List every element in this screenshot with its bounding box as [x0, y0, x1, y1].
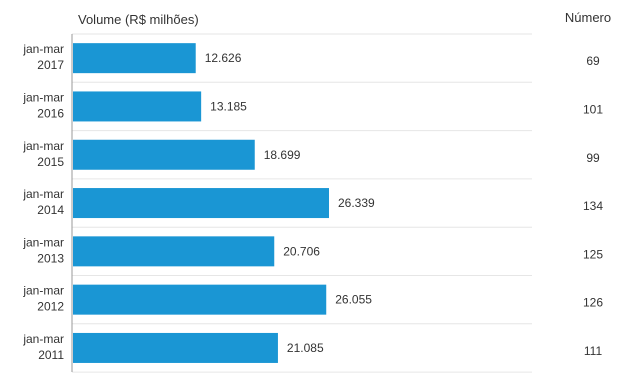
bar — [73, 332, 278, 363]
category-label-line: 2011 — [38, 348, 64, 362]
value-label: 20.706 — [283, 244, 320, 258]
category-label: jan-mar 2011 — [22, 332, 64, 362]
gridlines — [72, 33, 532, 373]
category-label-line: 2012 — [37, 300, 64, 314]
numero-label: 111 — [584, 344, 603, 358]
value-label: 13.185 — [210, 99, 247, 113]
numero-label: 101 — [583, 102, 603, 116]
category-label-line: jan-mar — [22, 187, 64, 201]
value-label: 18.699 — [264, 148, 301, 162]
category-label-line: jan-mar — [22, 42, 64, 56]
category-label-line: 2014 — [37, 203, 64, 217]
category-label: jan-mar 2016 — [22, 90, 64, 120]
category-label: jan-mar 2013 — [22, 235, 64, 265]
category-label: jan-mar 2014 — [22, 187, 64, 217]
numero-label: 99 — [586, 151, 600, 165]
category-label: jan-mar 2015 — [22, 139, 64, 169]
category-label-line: 2013 — [37, 251, 64, 265]
category-label-line: 2015 — [37, 155, 64, 169]
category-label-line: jan-mar — [22, 90, 64, 104]
bar — [73, 139, 255, 170]
numero-label: 126 — [583, 296, 603, 310]
value-label: 26.055 — [335, 293, 372, 307]
bar — [73, 236, 275, 267]
bar — [73, 188, 329, 219]
numero-column-header: Número — [565, 10, 611, 25]
bar-rows: jan-mar 2017 12.626 69 jan-mar 2016 13.185 101 j… — [22, 42, 603, 363]
numero-label: 125 — [583, 247, 603, 261]
category-label-line: jan-mar — [22, 284, 64, 298]
category-label: jan-mar 2017 — [22, 42, 64, 72]
category-label-line: jan-mar — [22, 332, 64, 346]
bar — [73, 91, 202, 122]
category-label-line: 2017 — [37, 58, 64, 72]
value-label: 12.626 — [205, 51, 242, 65]
numero-label: 69 — [586, 54, 600, 68]
bar — [73, 284, 327, 315]
category-label-line: 2016 — [37, 106, 64, 120]
value-label: 21.085 — [287, 341, 324, 355]
value-label: 26.339 — [338, 196, 375, 210]
category-label-line: jan-mar — [22, 139, 64, 153]
category-label: jan-mar 2012 — [22, 284, 64, 314]
bar — [73, 43, 196, 74]
category-label-line: jan-mar — [22, 235, 64, 249]
numero-label: 134 — [583, 199, 603, 213]
x-axis-title: Volume (R$ milhões) — [78, 12, 199, 27]
